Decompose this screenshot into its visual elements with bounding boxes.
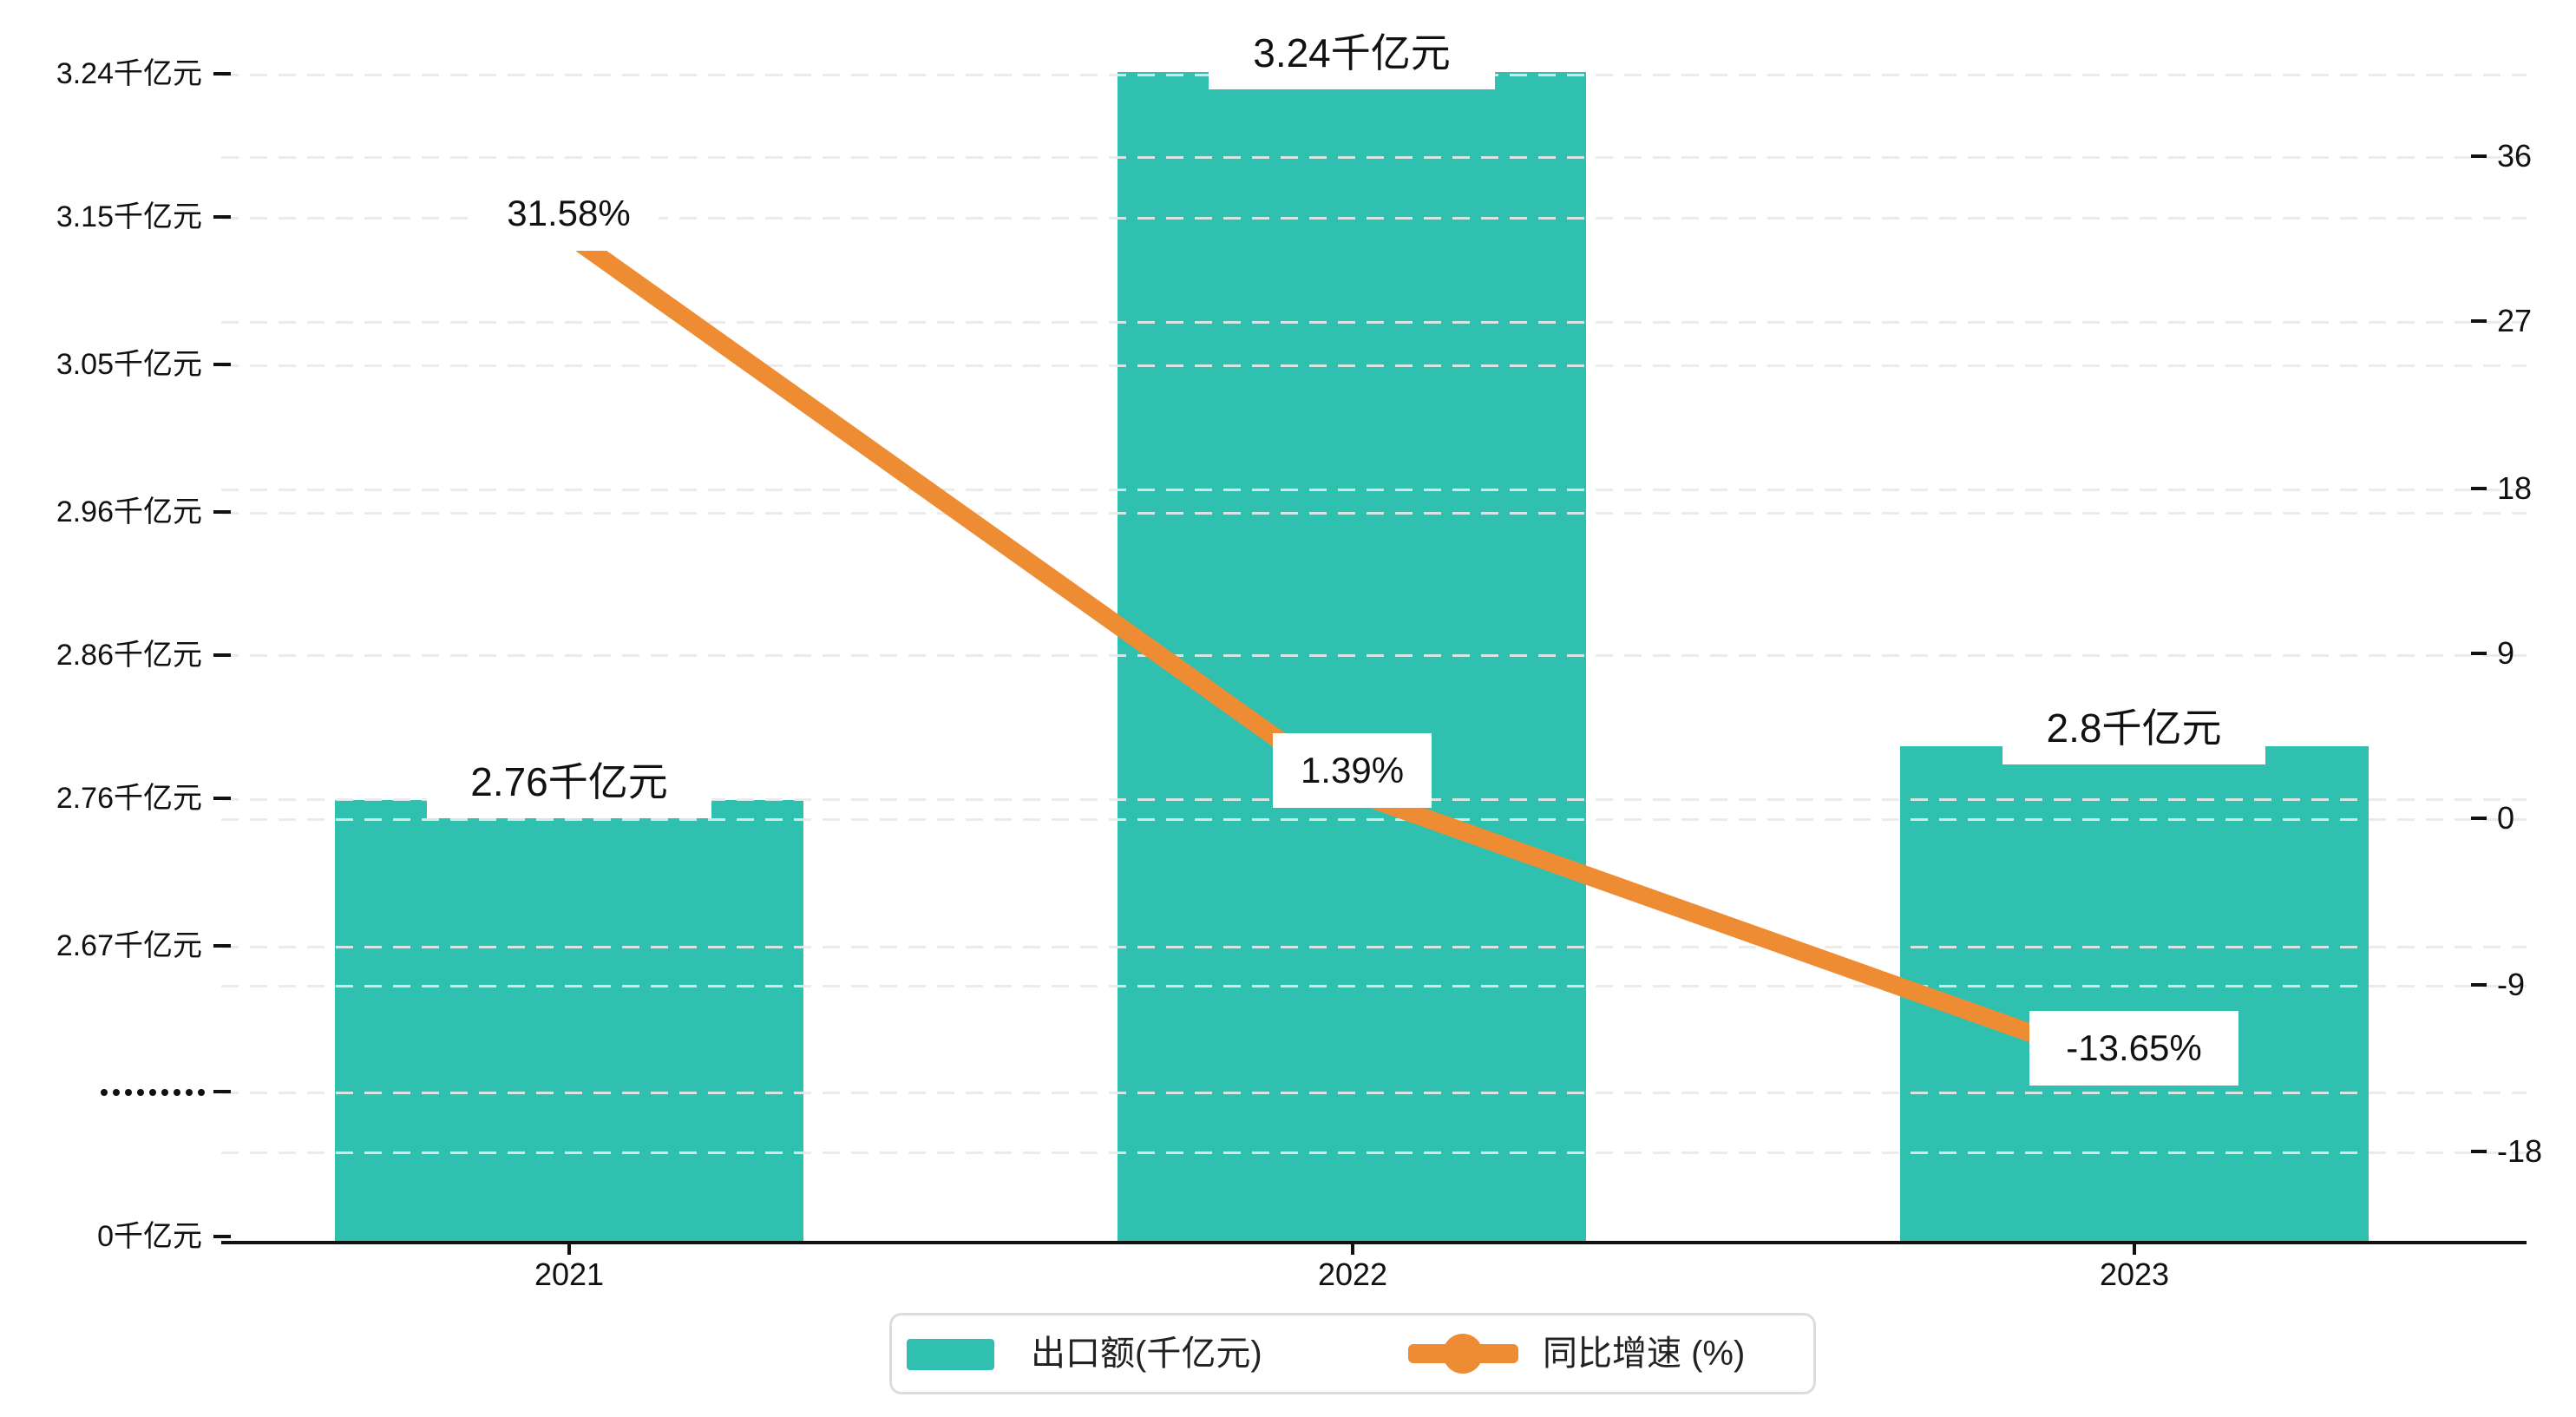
y-right-tick bbox=[2471, 319, 2487, 323]
gridline bbox=[221, 489, 2527, 491]
y-right-tick bbox=[2471, 154, 2487, 158]
gridline bbox=[221, 364, 2527, 367]
y-right-label: -18 bbox=[2497, 1133, 2543, 1169]
y-left-label-zero: 0千亿元 bbox=[97, 1220, 202, 1253]
y-right-tick bbox=[2471, 652, 2487, 655]
y-right-label: 0 bbox=[2497, 800, 2515, 836]
y-left-tick bbox=[213, 72, 231, 75]
x-label-2023: 2023 bbox=[2099, 1256, 2170, 1292]
y-right-tick bbox=[2471, 817, 2487, 820]
y-right-label: 18 bbox=[2497, 470, 2533, 506]
y-right-label: 27 bbox=[2497, 303, 2533, 338]
gridline bbox=[221, 946, 2527, 948]
line-value-label-2023: -13.65% bbox=[2029, 1011, 2238, 1086]
y-left-label: 2.76千亿元 bbox=[56, 782, 202, 815]
gridline bbox=[221, 818, 2527, 821]
y-axis-break-dots bbox=[101, 1088, 205, 1096]
gridline bbox=[221, 654, 2527, 657]
x-axis-tick bbox=[2133, 1243, 2136, 1255]
gridline bbox=[221, 156, 2527, 159]
y-right-tick bbox=[2471, 1150, 2487, 1153]
bar-value-label-2021: 2.76千亿元 bbox=[427, 740, 711, 818]
y-left-tick bbox=[213, 510, 231, 514]
y-right-tick bbox=[2471, 983, 2487, 987]
bar-series-swatch-icon bbox=[907, 1339, 994, 1370]
y-left-label: 3.05千亿元 bbox=[56, 348, 202, 381]
y-left-label: 2.67千亿元 bbox=[56, 929, 202, 962]
x-label-2021: 2021 bbox=[534, 1256, 605, 1292]
gridline bbox=[221, 1151, 2527, 1154]
y-left-label: 3.24千亿元 bbox=[56, 57, 202, 90]
line-value-label-2021: 31.58% bbox=[479, 176, 659, 251]
y-left-tick bbox=[213, 797, 231, 800]
y-left-label: 2.96千亿元 bbox=[56, 495, 202, 528]
x-label-2022: 2022 bbox=[1317, 1256, 1388, 1292]
y-left-tick bbox=[213, 1090, 231, 1093]
x-axis-line bbox=[221, 1241, 2527, 1244]
y-left-label: 2.86千亿元 bbox=[56, 639, 202, 672]
y-right-label: -9 bbox=[2497, 967, 2526, 1002]
legend: 出口额(千亿元) 同比增速 (%) bbox=[889, 1313, 1816, 1394]
bar-2021[interactable] bbox=[335, 800, 803, 1243]
x-axis-tick bbox=[1351, 1243, 1354, 1255]
y-right-tick bbox=[2471, 487, 2487, 490]
y-left-tick bbox=[213, 215, 231, 219]
gridline bbox=[221, 985, 2527, 987]
y-right-label: 9 bbox=[2497, 635, 2515, 671]
gridline bbox=[221, 321, 2527, 324]
legend-label-export: 出口额(千亿元) bbox=[1031, 1335, 1262, 1373]
y-left-tick bbox=[213, 1235, 231, 1238]
gridline bbox=[221, 512, 2527, 515]
y-left-label: 3.15千亿元 bbox=[56, 200, 202, 233]
y-left-tick bbox=[213, 363, 231, 366]
x-axis-tick bbox=[567, 1243, 571, 1255]
y-left-tick bbox=[213, 653, 231, 657]
y-right-label: 36 bbox=[2497, 138, 2533, 174]
line-series-dot-icon bbox=[1443, 1334, 1483, 1374]
legend-label-growth: 同比增速 (%) bbox=[1543, 1335, 1746, 1373]
line-value-label-2022: 1.39% bbox=[1273, 733, 1432, 808]
y-left-tick bbox=[213, 944, 231, 948]
bar-value-label-2022: 3.24千亿元 bbox=[1209, 11, 1495, 89]
gridline bbox=[221, 1092, 2527, 1094]
bar-value-label-2023: 2.8千亿元 bbox=[2002, 686, 2265, 764]
bar-2023[interactable] bbox=[1900, 746, 2369, 1243]
bar-2022[interactable] bbox=[1118, 72, 1586, 1243]
gridline bbox=[221, 217, 2527, 220]
